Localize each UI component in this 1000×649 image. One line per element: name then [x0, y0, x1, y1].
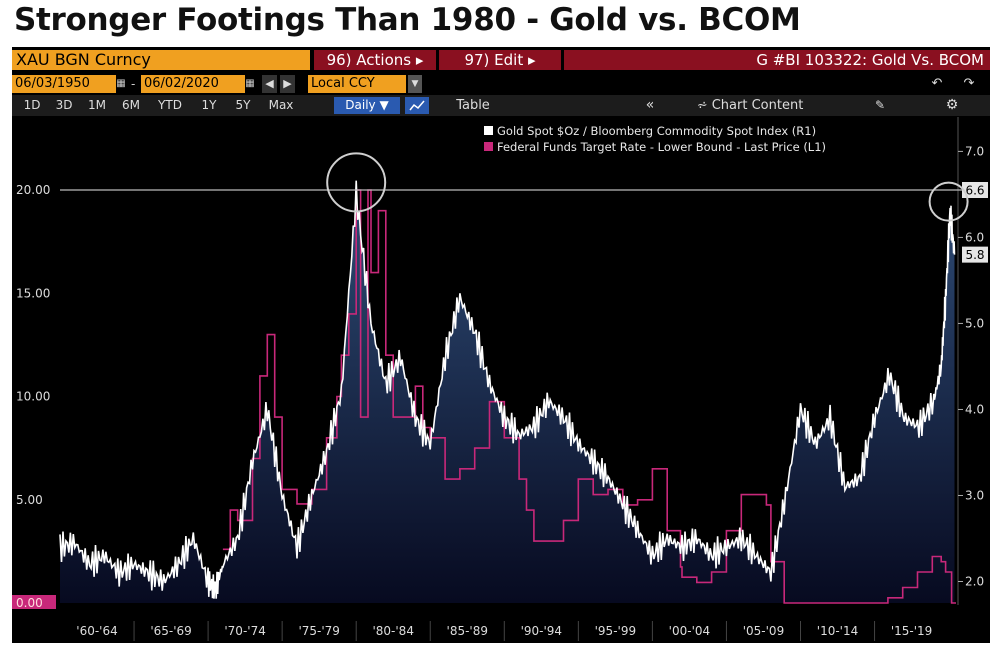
x-axis-tick-label: '00-'04	[669, 624, 710, 638]
line-chart-icon[interactable]	[405, 97, 429, 114]
right-axis-tick-label: 6.0	[965, 230, 984, 244]
chart-content-button[interactable]: ⩫ Chart Content	[680, 97, 820, 114]
left-axis-current-box	[12, 595, 56, 609]
fed-funds-layer	[222, 189, 956, 604]
highlight-circle	[326, 152, 387, 213]
range-toolbar: 1D 3D 1M 6M YTD 1Y 5Y Max Daily ▼ Table …	[12, 95, 990, 116]
x-axis-tick-label: '80-'84	[372, 624, 413, 638]
last-value-label: 5.8	[965, 248, 984, 262]
calendar-icon[interactable]: ▦	[245, 78, 255, 89]
left-axis-tick-label: 15.00	[16, 286, 50, 300]
range-6m-button[interactable]: 6M	[122, 98, 140, 112]
range-3d-button[interactable]: 3D	[55, 98, 73, 112]
chart-content-icon: ⩫	[696, 98, 712, 113]
gold-line-layer	[59, 180, 956, 599]
gold-ratio-line	[59, 180, 956, 599]
last-value-box	[962, 246, 988, 263]
right-axis-tick-label: 5.0	[965, 316, 984, 330]
x-axis-tick-label: '85-'89	[447, 624, 488, 638]
x-axis-tick-label: '95-'99	[595, 624, 636, 638]
ticker-input[interactable]: XAU BGN Curncy	[12, 50, 310, 70]
x-axis-tick-label: '60-'64	[76, 624, 117, 638]
pencil-icon[interactable]: ✎	[874, 98, 886, 112]
chevron-down-icon[interactable]: ▼	[408, 75, 422, 93]
left-axis-tick-label: 0.00	[16, 596, 43, 610]
x-axis-tick-label: '05-'09	[743, 624, 784, 638]
legend-swatch	[484, 126, 493, 135]
bloomberg-terminal: XAU BGN Curncy 96) Actions ▸ 97) Edit ▸ …	[12, 47, 990, 643]
date-separator: -	[131, 77, 136, 91]
highlight-circles	[326, 152, 969, 222]
chart-legend: Gold Spot $Oz / Bloomberg Commodity Spot…	[484, 124, 826, 154]
chart-area: 6.6 5.8 0.00 5.00 10.00 15.00 20.00 2.0 3.0 4.0…	[12, 117, 990, 643]
end-date-input[interactable]: 06/02/2020	[141, 75, 245, 93]
top-toolbar: XAU BGN Curncy 96) Actions ▸ 97) Edit ▸ …	[12, 47, 990, 72]
chart-content-label: Chart Content	[711, 98, 804, 113]
reference-line-label: 6.6	[965, 184, 984, 198]
gear-icon[interactable]: ⚙	[945, 97, 959, 113]
range-ytd-button[interactable]: YTD	[158, 98, 182, 112]
edit-menu-button[interactable]: 97) Edit ▸	[439, 50, 561, 70]
x-axis-tick-label: '90-'94	[521, 624, 562, 638]
legend-label: Federal Funds Target Rate - Lower Bound …	[497, 140, 826, 154]
x-axis-tick-label: '75-'79	[298, 624, 339, 638]
right-axis-panel	[958, 117, 990, 643]
highlight-circle	[928, 181, 969, 222]
x-axis-ticks: '60-'64 '65-'69 '70-'74 '75-'79 '80-'84 '85-'…	[76, 621, 932, 641]
calendar-icon[interactable]: ▦	[116, 78, 126, 89]
right-axis-tick-label: 4.0	[965, 402, 984, 416]
page-title: Stronger Footings Than 1980 - Gold vs. B…	[14, 2, 801, 38]
x-axis-tick-label: '65-'69	[150, 624, 191, 638]
x-axis-tick-label: '70-'74	[224, 624, 265, 638]
start-date-input[interactable]: 06/03/1950	[12, 75, 116, 93]
range-5y-button[interactable]: 5Y	[235, 98, 251, 112]
prev-arrow-icon[interactable]: ◀	[262, 75, 277, 93]
legend-label: Gold Spot $Oz / Bloomberg Commodity Spot…	[497, 124, 816, 138]
range-max-button[interactable]: Max	[268, 98, 294, 112]
reference-label-box	[962, 182, 988, 198]
x-axis-tick-label: '15-'19	[891, 624, 932, 638]
range-1d-button[interactable]: 1D	[23, 98, 41, 112]
range-1y-button[interactable]: 1Y	[201, 98, 217, 112]
left-axis-ticks: 0.00 5.00 10.00 15.00 20.00	[12, 183, 56, 610]
date-toolbar: 06/03/1950 ▦ - 06/02/2020 ▦ ◀ ▶ Local CC…	[12, 74, 990, 94]
right-axis-tick-label: 2.0	[965, 574, 984, 588]
undo-icon[interactable]: ↶	[931, 76, 943, 91]
left-axis-tick-label: 20.00	[16, 183, 50, 197]
currency-select[interactable]: Local CCY	[308, 75, 406, 93]
legend-swatch	[484, 142, 493, 151]
chart-name-label: G #BI 103322: Gold Vs. BCOM	[564, 50, 990, 70]
right-axis-tick-label: 7.0	[965, 144, 984, 158]
x-axis-tick-label: '10-'14	[817, 624, 858, 638]
left-axis-tick-label: 5.00	[16, 493, 43, 507]
next-arrow-icon[interactable]: ▶	[280, 75, 295, 93]
reference-layer: 6.6 5.8	[60, 182, 988, 263]
redo-icon[interactable]: ↷	[963, 76, 975, 91]
left-axis-tick-label: 10.00	[16, 390, 50, 404]
actions-menu-button[interactable]: 96) Actions ▸	[314, 50, 436, 70]
fed-funds-line	[222, 189, 956, 604]
line-chart-glyph	[409, 100, 425, 111]
collapse-icon[interactable]: «	[645, 97, 655, 113]
frequency-select[interactable]: Daily ▼	[334, 97, 400, 114]
right-axis-ticks: 2.0 3.0 4.0 5.0 6.0 7.0	[958, 144, 984, 588]
table-button[interactable]: Table	[456, 98, 490, 113]
range-1m-button[interactable]: 1M	[88, 98, 106, 112]
right-axis-tick-label: 3.0	[965, 488, 984, 502]
